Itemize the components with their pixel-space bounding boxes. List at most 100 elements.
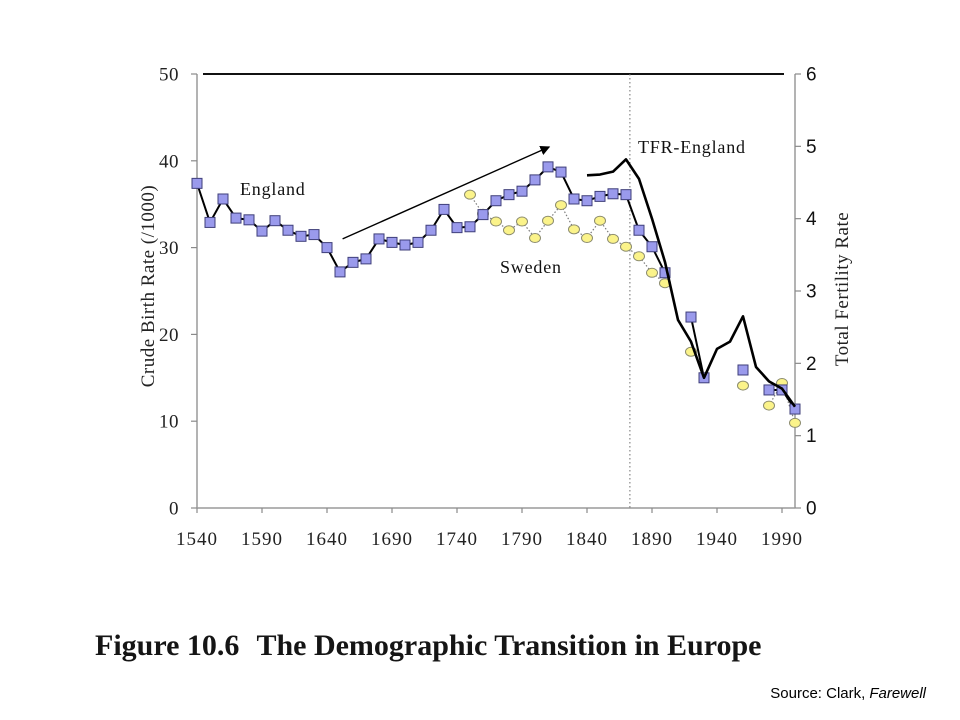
source-work: Farewell [869, 685, 926, 702]
england-cbr-point [243, 214, 255, 226]
x-tick-label: 1840 [566, 529, 608, 550]
england-cbr-point [282, 224, 294, 236]
england-cbr-point [763, 384, 775, 396]
trend-arrow [342, 146, 551, 240]
sweden-series-label: Sweden [500, 257, 562, 277]
england-series-label: England [240, 179, 306, 199]
sweden-cbr-point [581, 233, 593, 244]
england-cbr-point [360, 253, 372, 265]
england-cbr-point [685, 311, 697, 323]
england-cbr-point [386, 236, 398, 248]
axes: 1540 1590 1640 1690 1740 1790 1840 1890 1940 1990… [159, 65, 817, 551]
sweden-series [464, 189, 801, 428]
england-cbr-point [399, 239, 411, 251]
y2-tick-label: 5 [806, 137, 817, 158]
y2-tick-label: 0 [806, 499, 817, 520]
y-tick-label: 10 [159, 412, 179, 433]
england-cbr-point [191, 177, 203, 189]
x-tick-label: 1890 [631, 529, 673, 550]
y2-axis-label: Total Fertility Rate [832, 212, 853, 366]
england-cbr-point [789, 403, 801, 415]
sweden-cbr-point [490, 216, 502, 227]
sweden-cbr-line [469, 194, 666, 284]
england-cbr-point [438, 203, 450, 215]
sweden-cbr-point [763, 400, 775, 411]
y2-tick-label: 6 [806, 65, 817, 86]
x-axis-ticks: 1540 1590 1640 1690 1740 1790 1840 1890 1940 1990 [176, 508, 803, 550]
figure-caption: Figure 10.6 The Demographic Transition in… [95, 629, 762, 662]
england-cbr-point [607, 188, 619, 200]
england-cbr-point [269, 215, 281, 227]
england-series [191, 161, 801, 415]
england-cbr-point [464, 221, 476, 233]
england-cbr-point [477, 209, 489, 221]
england-cbr-point [217, 193, 229, 205]
england-cbr-point [308, 229, 320, 241]
y-tick-label: 40 [159, 151, 179, 172]
england-cbr-point [204, 216, 216, 228]
x-tick-label: 1590 [241, 529, 283, 550]
annotation-layer [342, 146, 551, 240]
england-cbr-point [529, 174, 541, 186]
england-cbr-point [633, 224, 645, 236]
sweden-cbr-point [594, 215, 606, 226]
figure-number: Figure 10.6 [95, 629, 239, 662]
y-tick-label: 20 [159, 325, 179, 346]
sweden-cbr-point [620, 241, 632, 252]
sweden-cbr-point [529, 233, 541, 244]
sweden-cbr-point [646, 267, 658, 278]
sweden-cbr-point [503, 225, 515, 236]
sweden-cbr-point [464, 189, 476, 200]
figure-title: The Demographic Transition in Europe [256, 629, 761, 662]
england-cbr-point [425, 224, 437, 236]
england-cbr-point [373, 233, 385, 245]
england-cbr-point [256, 225, 268, 237]
tfr-england-line [586, 158, 797, 408]
england-cbr-point [555, 166, 567, 178]
x-tick-label: 1640 [306, 529, 348, 550]
x-tick-label: 1790 [501, 529, 543, 550]
tfr-england-series-label: TFR-England [638, 137, 746, 157]
x-tick-label: 1690 [371, 529, 413, 550]
england-cbr-point [412, 236, 424, 248]
x-tick-label: 1540 [176, 529, 218, 550]
england-cbr-point [542, 161, 554, 173]
england-cbr-point [334, 266, 346, 278]
england-cbr-point [594, 190, 606, 202]
left-axis-ticks: 0 10 20 30 40 50 [159, 65, 197, 520]
sweden-cbr-point [516, 216, 528, 227]
x-tick-label: 1940 [696, 529, 738, 550]
y-tick-label: 0 [169, 499, 179, 520]
england-cbr-point [620, 189, 632, 201]
source-note: Source: Clark, Farewell [770, 685, 926, 702]
x-tick-label: 1740 [436, 529, 478, 550]
sweden-cbr-point [542, 215, 554, 226]
england-cbr-point [490, 195, 502, 207]
england-cbr-point [347, 256, 359, 268]
y2-tick-label: 4 [806, 209, 817, 230]
x-tick-label: 1990 [761, 529, 803, 550]
y2-tick-label: 3 [806, 282, 817, 303]
sweden-cbr-point [737, 380, 749, 391]
england-cbr-point [503, 189, 515, 201]
england-cbr-point [581, 195, 593, 207]
sweden-cbr-point [607, 233, 619, 244]
y2-tick-label: 2 [806, 354, 817, 375]
y-tick-label: 30 [159, 238, 179, 259]
y2-tick-label: 1 [806, 426, 817, 447]
england-cbr-point [295, 230, 307, 242]
sweden-cbr-point [568, 224, 580, 235]
sweden-cbr-point [555, 200, 567, 211]
england-cbr-point [516, 185, 528, 197]
england-cbr-point [451, 222, 463, 234]
england-cbr-point [646, 241, 658, 253]
tfr-england-series [586, 158, 797, 408]
england-cbr-point [321, 242, 333, 254]
source-prefix: Source: Clark, [770, 685, 865, 702]
sweden-cbr-point [633, 251, 645, 262]
england-cbr-line [690, 316, 705, 379]
y-axis-label: Crude Birth Rate (/1000) [138, 185, 159, 388]
y-tick-label: 50 [159, 65, 179, 86]
england-cbr-point [230, 212, 242, 224]
